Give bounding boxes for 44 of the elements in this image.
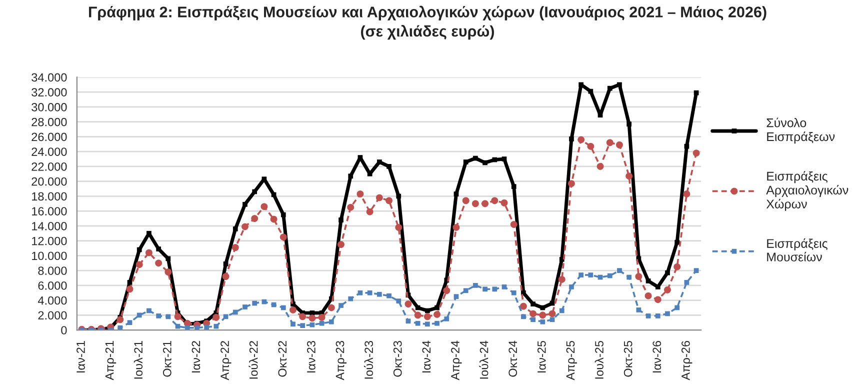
y-tick-label: 2.000 bbox=[38, 311, 67, 320]
y-tick-label: 28.000 bbox=[32, 118, 67, 126]
y-tick-label: 20.000 bbox=[32, 177, 67, 186]
y-tick-label: 18.000 bbox=[32, 192, 67, 201]
x-tick-label: Ιουλ-21 bbox=[134, 341, 143, 379]
y-tick-label: 24.000 bbox=[32, 148, 67, 156]
y-tick-label: 10.000 bbox=[32, 252, 67, 260]
y-tick-label: 34.000 bbox=[32, 73, 67, 82]
x-tick-label: Ιούλ-22 bbox=[248, 341, 258, 379]
y-tick-label: 30.000 bbox=[32, 102, 67, 112]
y-tick-label: 32.000 bbox=[32, 88, 67, 96]
x-tick-label: Οκτ-21 bbox=[162, 341, 172, 377]
legend-label: Σύνολο Εισπράξεων bbox=[766, 118, 835, 144]
x-tick-label: Απρ-21 bbox=[105, 341, 116, 380]
y-tick-label: 8.000 bbox=[38, 266, 67, 275]
x-tick-label: Ιαν-26 bbox=[652, 340, 662, 372]
y-tick-label: 26.000 bbox=[32, 132, 67, 142]
legend-label: Εισπράξεις Αρχαιολογικών Χώρων bbox=[766, 171, 848, 211]
x-tick-label: Ιαν-21 bbox=[76, 341, 85, 372]
y-tick-label: 0 bbox=[61, 326, 67, 334]
x-tick-label: Απρ-23 bbox=[336, 340, 347, 380]
x-tick-label: Ιαν-24 bbox=[422, 340, 431, 372]
x-tick-label: Απρ-25 bbox=[566, 340, 577, 380]
x-tick-label: Ιαν-23 bbox=[307, 340, 316, 372]
x-tick-label: Ιαν-22 bbox=[192, 341, 200, 372]
x-tick-label: Απρ-24 bbox=[451, 340, 462, 380]
chart-title: Γράφημα 2: Εισπράξεις Μουσείων και Αρχαιολογικών χώρων (Ιανουάριος 2021 – Μάιος 2026) (σε χιλιάδες ευρώ) bbox=[89, 6, 766, 40]
x-tick-label: Απρ-26 bbox=[682, 340, 692, 380]
x-tick-label: Ιούλ-23 bbox=[364, 340, 373, 379]
x-tick-label: Οκτ-22 bbox=[278, 341, 287, 377]
x-tick-label: Οκτ-23 bbox=[393, 340, 402, 377]
x-tick-label: Οκτ-24 bbox=[508, 340, 518, 377]
y-tick-label: 16.000 bbox=[32, 207, 67, 216]
y-tick-label: 4.000 bbox=[38, 296, 67, 305]
x-tick-label: Οκτ-25 bbox=[624, 340, 632, 377]
y-tick-label: 14.000 bbox=[32, 222, 67, 230]
y-tick-label: 12.000 bbox=[32, 236, 67, 246]
y-tick-label: 22.000 bbox=[32, 162, 67, 171]
legend-label: Εισπράξεις Μουσείων bbox=[767, 238, 828, 262]
x-tick-label: Ιούλ-24 bbox=[479, 340, 488, 379]
x-tick-label: Ιαν-25 bbox=[537, 340, 546, 372]
x-tick-label: Ιουλ-25 bbox=[594, 340, 604, 379]
x-tick-label: Απρ-22 bbox=[220, 341, 232, 380]
y-tick-label: 6.000 bbox=[38, 281, 67, 290]
